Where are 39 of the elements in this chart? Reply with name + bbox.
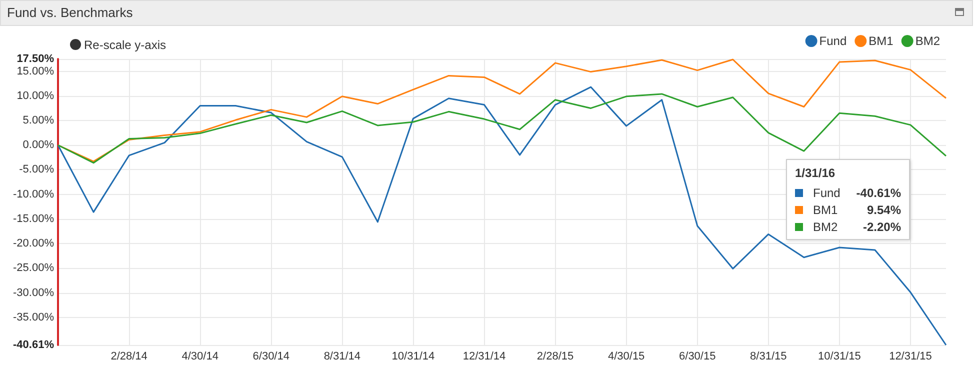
text: BM1: [813, 202, 838, 216]
x-tick-label: 4/30/14: [182, 350, 218, 362]
annotation: -2.20%: [862, 220, 901, 234]
text: BM2: [813, 220, 838, 234]
x-tick-label: 8/31/14: [324, 350, 361, 362]
annotation: -40.61%: [855, 186, 901, 200]
x-tick-label: 6/30/14: [252, 350, 290, 362]
y-tick-label: -30.00%: [13, 286, 54, 299]
x-tick-label: 2/28/15: [536, 350, 574, 362]
y-tick-label: 15.00%: [16, 65, 54, 78]
y-tick-label: 10.00%: [16, 90, 54, 102]
legend-label: BM1: [868, 34, 894, 48]
text: Re-scale y-axis: [84, 38, 166, 52]
y-tick-label: -40.61%: [13, 339, 54, 351]
legend-label: Fund: [813, 186, 842, 200]
x-tick-label: 2/28/14: [110, 350, 148, 362]
line-series: [57, 93, 947, 164]
x-tick-label: 10/31/14: [392, 350, 435, 362]
chart-title: Fund vs. Benchmarks: [7, 5, 133, 20]
line-series: [57, 86, 947, 346]
x-tick-label: 4/30/15: [608, 350, 645, 362]
y-tick-label: -20.00%: [13, 238, 54, 250]
y-tick-label: -15.00%: [13, 212, 54, 225]
text: Fund: [819, 34, 847, 48]
y-tick-label: -35.00%: [13, 311, 54, 324]
y-tick-label: 17.50%: [16, 53, 54, 65]
y-tick-label: 0.00%: [22, 139, 54, 152]
annotation: 9.54%: [866, 202, 901, 216]
y-tick-label: -10.00%: [13, 188, 54, 200]
x-tick-label: 6/30/15: [679, 350, 716, 362]
annotation: 1/31/16: [795, 166, 836, 180]
x-tick-label: 10/31/15: [818, 350, 861, 362]
x-tick-label: 8/31/15: [750, 350, 787, 362]
legend-label: BM2: [915, 34, 940, 48]
y-tick-label: 5.00%: [22, 114, 54, 127]
y-tick-label: -5.00%: [19, 164, 54, 176]
x-tick-label: 12/31/14: [462, 350, 506, 362]
y-tick-label: -25.00%: [13, 262, 54, 274]
x-tick-label: 12/31/15: [889, 350, 932, 362]
